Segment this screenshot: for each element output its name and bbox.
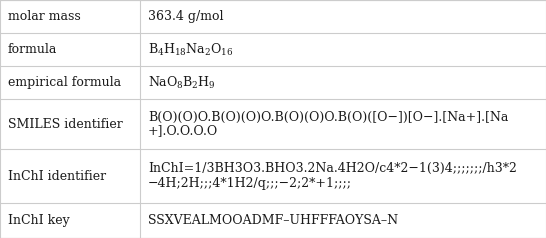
Text: SSXVEALMOOADMF–UHFFFAOYSA–N: SSXVEALMOOADMF–UHFFFAOYSA–N (148, 214, 398, 227)
Text: InChI identifier: InChI identifier (8, 169, 106, 183)
Text: −4H;2H;;;4*1H2/q;;;−2;2*+1;;;;: −4H;2H;;;4*1H2/q;;;−2;2*+1;;;; (148, 177, 352, 190)
Text: $\mathregular{B_{4}H_{18}Na_{2}O_{16}}$: $\mathregular{B_{4}H_{18}Na_{2}O_{16}}$ (148, 41, 233, 58)
Text: InChI key: InChI key (8, 214, 70, 227)
Text: 363.4 g/mol: 363.4 g/mol (148, 10, 223, 23)
Text: InChI=1/3BH3O3.BHO3.2Na.4H2O/c4*2−1(3)4;;;;;;;/h3*2: InChI=1/3BH3O3.BHO3.2Na.4H2O/c4*2−1(3)4;… (148, 162, 517, 175)
Text: $\mathregular{NaO_{8}B_{2}H_{9}}$: $\mathregular{NaO_{8}B_{2}H_{9}}$ (148, 74, 216, 90)
Text: +].O.O.O.O: +].O.O.O.O (148, 124, 218, 138)
Text: formula: formula (8, 43, 57, 56)
Text: B(O)(O)O.B(O)(O)O.B(O)(O)O.B(O)([O−])[O−].[Na+].[Na: B(O)(O)O.B(O)(O)O.B(O)(O)O.B(O)([O−])[O−… (148, 110, 508, 124)
Text: molar mass: molar mass (8, 10, 81, 23)
Text: SMILES identifier: SMILES identifier (8, 118, 123, 130)
Text: empirical formula: empirical formula (8, 76, 121, 89)
